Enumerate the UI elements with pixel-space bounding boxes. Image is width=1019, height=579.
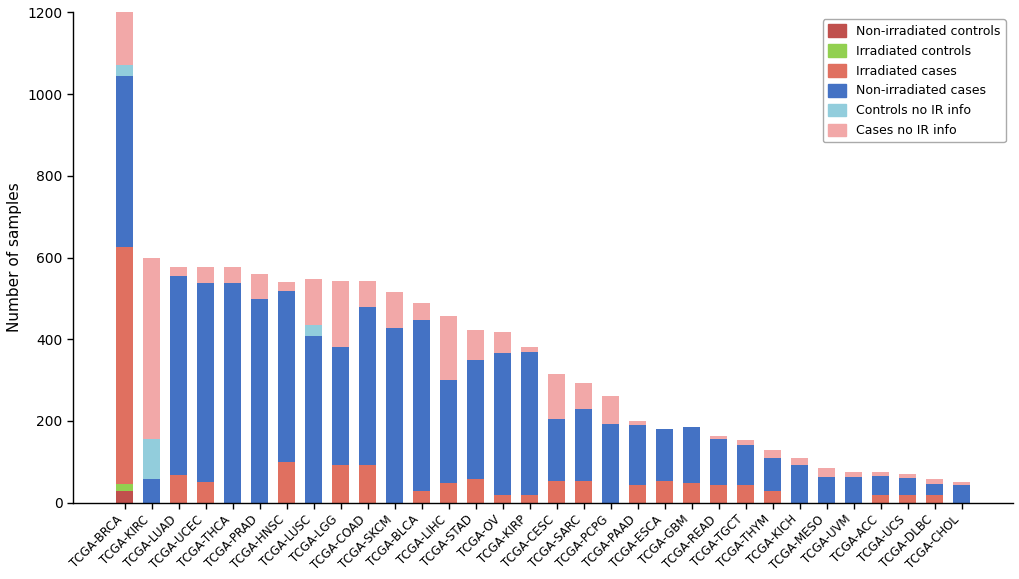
Bar [251, 299, 268, 503]
Bar [439, 316, 457, 380]
Bar [601, 424, 619, 503]
Bar [628, 485, 646, 503]
Bar [844, 477, 861, 503]
Bar [521, 347, 538, 351]
Bar [575, 482, 592, 503]
Bar [898, 478, 915, 495]
Bar [277, 282, 296, 291]
Bar [359, 281, 376, 307]
Bar [871, 472, 889, 476]
Bar [601, 397, 619, 424]
Bar [763, 458, 781, 491]
Bar [277, 462, 296, 503]
Bar [925, 479, 943, 484]
Bar [898, 495, 915, 503]
Bar [467, 360, 484, 479]
Bar [655, 481, 673, 503]
Bar [709, 436, 727, 439]
Bar [385, 292, 403, 328]
Bar [223, 283, 242, 503]
Legend: Non-irradiated controls, Irradiated controls, Irradiated cases, Non-irradiated c: Non-irradiated controls, Irradiated cont… [822, 19, 1005, 142]
Bar [385, 328, 403, 503]
Bar [844, 472, 861, 477]
Bar [655, 428, 673, 481]
Bar [790, 458, 807, 465]
Bar [736, 440, 754, 445]
Y-axis label: Number of samples: Number of samples [7, 183, 22, 332]
Bar [952, 482, 969, 485]
Bar [223, 267, 242, 283]
Bar [169, 475, 187, 503]
Bar [305, 325, 322, 336]
Bar [736, 485, 754, 503]
Bar [575, 383, 592, 409]
Bar [952, 485, 969, 503]
Bar [413, 321, 430, 491]
Bar [871, 495, 889, 503]
Bar [359, 465, 376, 503]
Bar [575, 409, 592, 482]
Bar [413, 491, 430, 503]
Bar [493, 353, 511, 495]
Bar [628, 422, 646, 424]
Bar [115, 65, 133, 76]
Bar [413, 303, 430, 321]
Bar [305, 279, 322, 325]
Bar [790, 465, 807, 503]
Bar [115, 247, 133, 484]
Bar [169, 266, 187, 276]
Bar [736, 445, 754, 485]
Bar [251, 274, 268, 299]
Bar [628, 424, 646, 485]
Bar [197, 283, 214, 482]
Bar [898, 475, 915, 478]
Bar [871, 476, 889, 495]
Bar [547, 419, 565, 482]
Bar [521, 351, 538, 495]
Bar [277, 291, 296, 462]
Bar [115, 484, 133, 491]
Bar [305, 336, 322, 503]
Bar [817, 477, 835, 503]
Bar [143, 479, 160, 503]
Bar [115, 491, 133, 503]
Bar [467, 479, 484, 503]
Bar [521, 495, 538, 503]
Bar [467, 330, 484, 360]
Bar [493, 495, 511, 503]
Bar [763, 491, 781, 503]
Bar [169, 276, 187, 475]
Bar [439, 380, 457, 483]
Bar [331, 465, 348, 503]
Bar [197, 482, 214, 503]
Bar [709, 485, 727, 503]
Bar [115, 76, 133, 247]
Bar [143, 258, 160, 439]
Bar [763, 450, 781, 458]
Bar [493, 332, 511, 353]
Bar [547, 482, 565, 503]
Bar [143, 439, 160, 479]
Bar [817, 468, 835, 477]
Bar [682, 427, 700, 483]
Bar [359, 307, 376, 465]
Bar [709, 439, 727, 485]
Bar [197, 267, 214, 283]
Bar [925, 484, 943, 495]
Bar [115, 12, 133, 65]
Bar [925, 495, 943, 503]
Bar [439, 483, 457, 503]
Bar [331, 347, 348, 465]
Bar [331, 281, 348, 347]
Bar [547, 373, 565, 419]
Bar [682, 483, 700, 503]
